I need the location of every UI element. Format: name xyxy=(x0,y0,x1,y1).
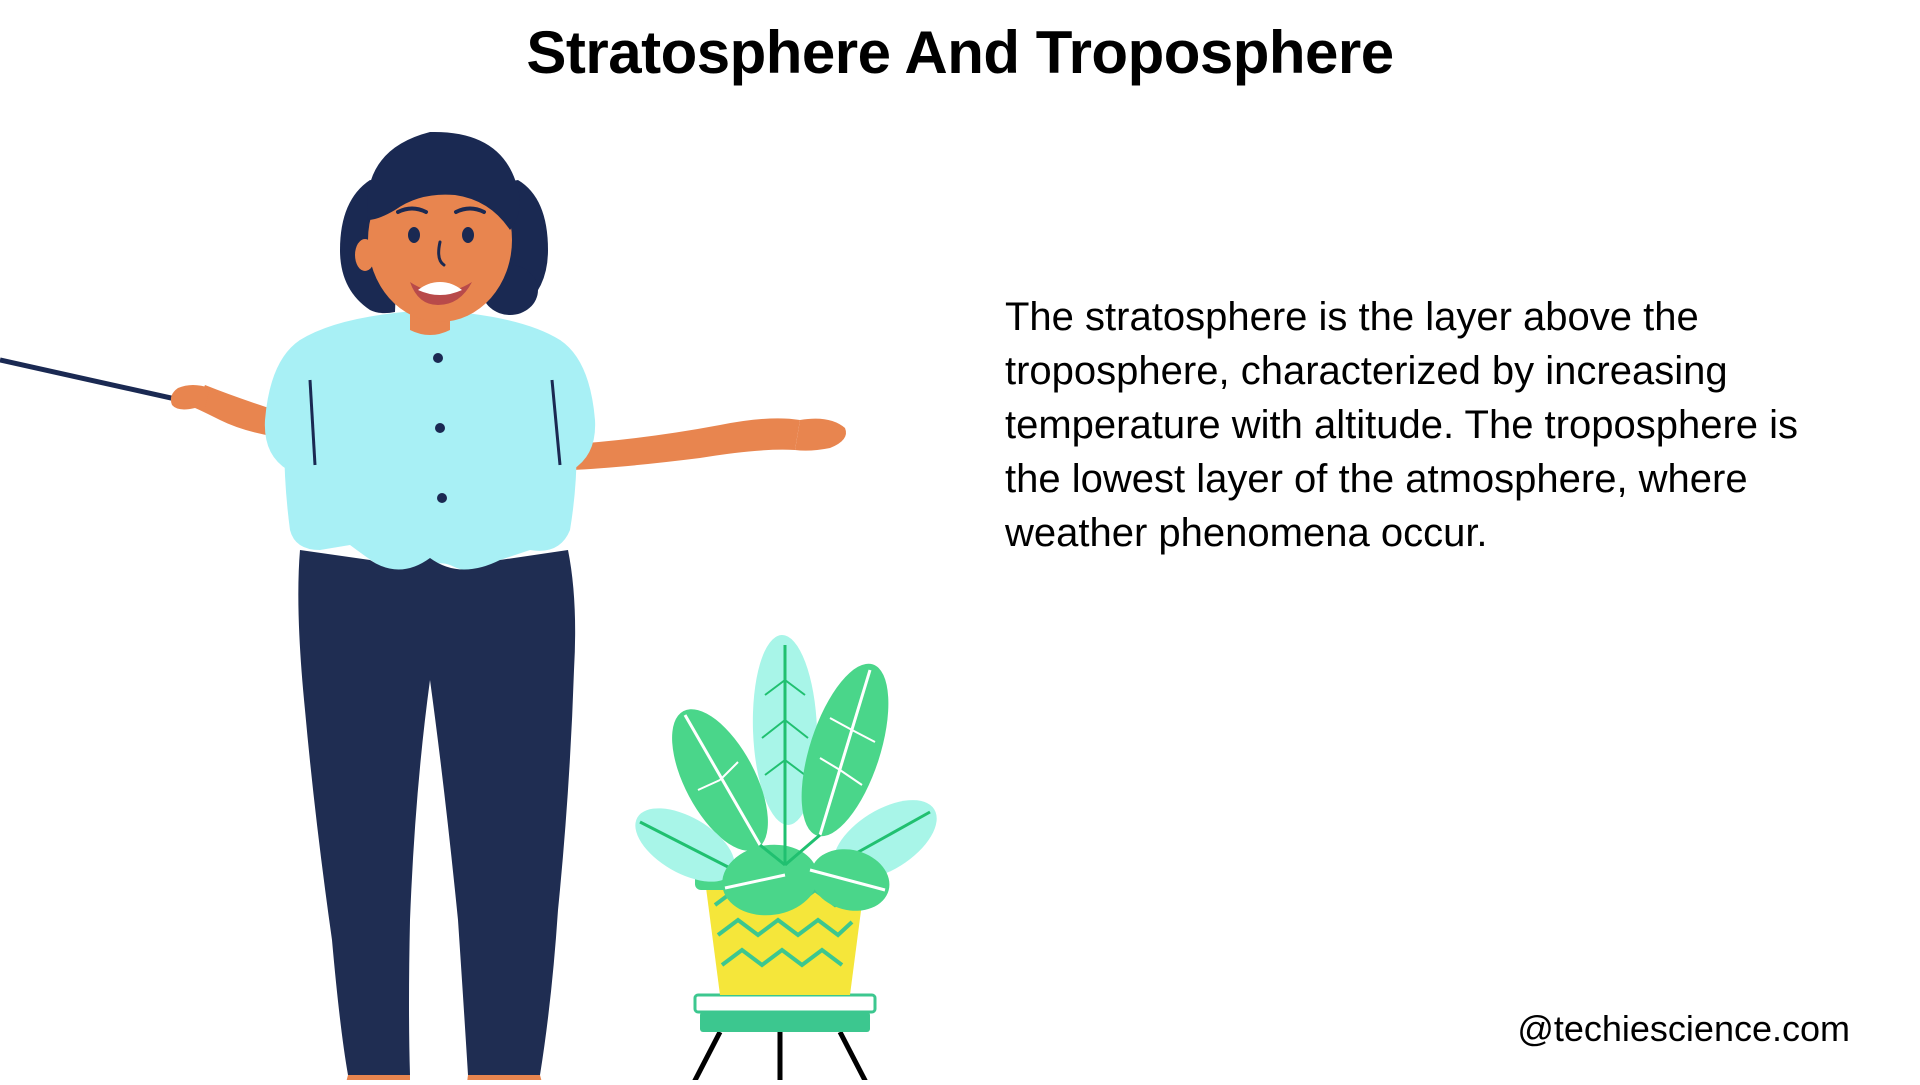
plant-icon xyxy=(623,634,950,1080)
page-title: Stratosphere And Troposphere xyxy=(0,18,1920,87)
watermark: @techiescience.com xyxy=(1517,1008,1850,1050)
teacher-plant-illustration xyxy=(0,90,960,1080)
body-paragraph: The stratosphere is the layer above the … xyxy=(1005,290,1805,560)
